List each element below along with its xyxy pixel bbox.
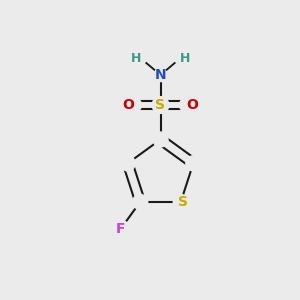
Text: S: S: [155, 98, 166, 112]
Text: N: N: [155, 68, 166, 82]
Text: O: O: [122, 98, 134, 112]
Circle shape: [120, 156, 135, 171]
Text: H: H: [180, 52, 190, 65]
Text: O: O: [187, 98, 199, 112]
Text: H: H: [130, 52, 141, 65]
Circle shape: [173, 194, 188, 209]
Circle shape: [175, 53, 185, 64]
Circle shape: [153, 132, 168, 147]
Circle shape: [136, 53, 146, 64]
Text: S: S: [178, 195, 188, 209]
Circle shape: [179, 98, 193, 112]
Circle shape: [133, 194, 148, 209]
Text: F: F: [116, 222, 125, 236]
Circle shape: [152, 97, 169, 113]
Circle shape: [186, 156, 201, 171]
Circle shape: [117, 221, 128, 232]
Circle shape: [154, 68, 167, 82]
Circle shape: [128, 98, 142, 112]
